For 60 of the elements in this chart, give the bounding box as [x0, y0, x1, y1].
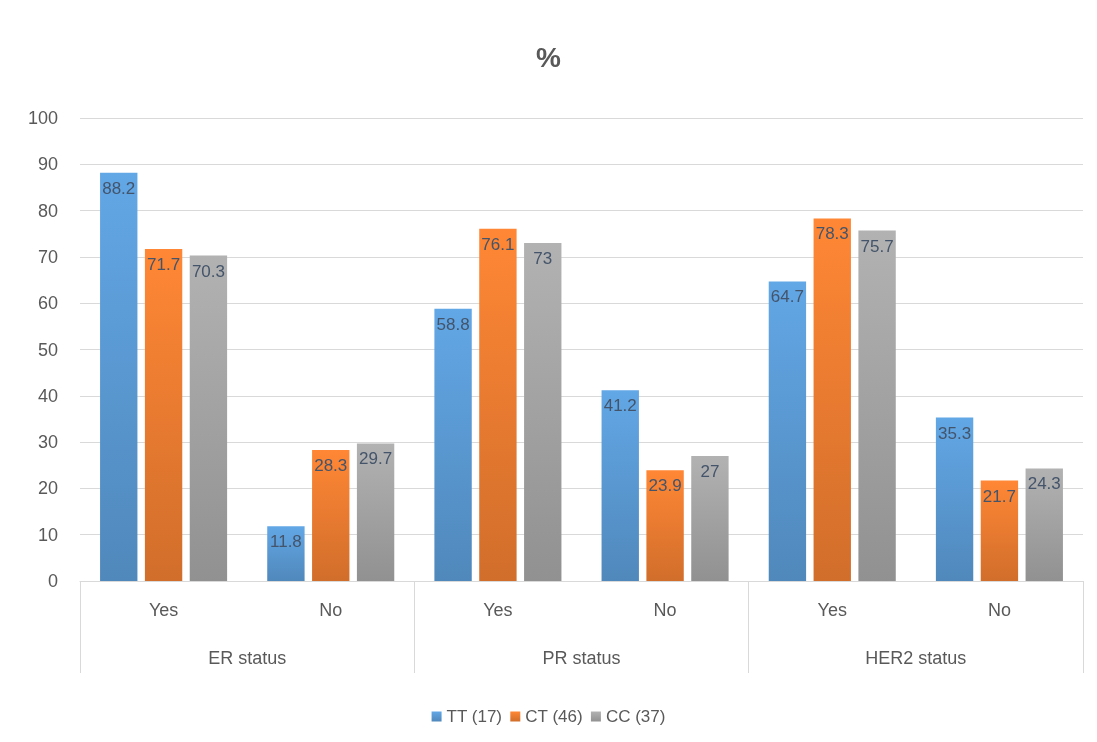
y-tick-label: 50 — [37, 339, 58, 360]
bar — [267, 526, 305, 581]
x-tick-label: No — [653, 600, 677, 620]
bar — [813, 218, 851, 581]
y-tick-label: 10 — [37, 524, 58, 545]
y-tick-label: 20 — [37, 478, 58, 499]
y-tick-label: 70 — [37, 246, 58, 267]
legend-label: CT (46) — [525, 707, 583, 726]
x-tick-label: No — [319, 600, 343, 620]
bar — [144, 249, 183, 581]
data-label: 70.3 — [191, 261, 225, 281]
y-tick-label: 90 — [37, 154, 58, 175]
data-label: 21.7 — [982, 486, 1016, 506]
bar — [980, 480, 1019, 581]
legend-label: CC (37) — [605, 707, 666, 726]
x-tick-label: Yes — [483, 600, 513, 620]
data-label: 27 — [700, 461, 720, 481]
chart-title: % — [536, 41, 562, 73]
x-tick-label: Yes — [148, 600, 179, 620]
data-label: 73 — [533, 249, 553, 269]
x-tick-label: Yes — [817, 600, 847, 620]
data-label: 71.7 — [147, 255, 181, 275]
data-label: 58.8 — [436, 314, 470, 334]
data-label: 88.2 — [102, 178, 136, 198]
data-label: 78.3 — [815, 224, 849, 244]
bar — [434, 308, 472, 581]
y-tick-label: 30 — [37, 432, 58, 453]
bar — [524, 243, 562, 581]
data-label: 75.7 — [860, 236, 894, 256]
x-tick-label: No — [987, 600, 1011, 620]
text: HER2 status — [865, 648, 967, 668]
text: ER status — [208, 648, 287, 668]
y-tick-label: 60 — [37, 293, 58, 314]
bar — [356, 443, 395, 581]
bar — [189, 255, 228, 581]
data-label: 64.7 — [770, 287, 804, 307]
data-label: 29.7 — [359, 449, 393, 469]
bar — [100, 172, 138, 581]
data-label: 76.1 — [481, 234, 515, 254]
bar — [768, 281, 807, 581]
bar — [479, 228, 517, 581]
y-tick-label: 100 — [27, 108, 58, 128]
bar — [312, 449, 350, 581]
bar — [935, 417, 974, 581]
y-tick-label: 80 — [37, 200, 58, 221]
text: PR status — [542, 648, 621, 668]
data-label: 24.3 — [1027, 474, 1061, 494]
data-label: 23.9 — [648, 476, 682, 496]
bar — [691, 455, 729, 581]
data-label: 41.2 — [603, 396, 637, 416]
bar — [1025, 468, 1063, 581]
legend-label: TT (17) — [446, 707, 502, 726]
y-tick-label: 40 — [37, 385, 58, 406]
bar — [646, 470, 684, 581]
bar — [858, 230, 896, 581]
data-label: 11.8 — [270, 532, 302, 552]
bar — [601, 390, 639, 581]
y-tick-label: 0 — [47, 571, 58, 591]
data-label: 35.3 — [938, 423, 972, 443]
data-label: 28.3 — [314, 455, 348, 475]
